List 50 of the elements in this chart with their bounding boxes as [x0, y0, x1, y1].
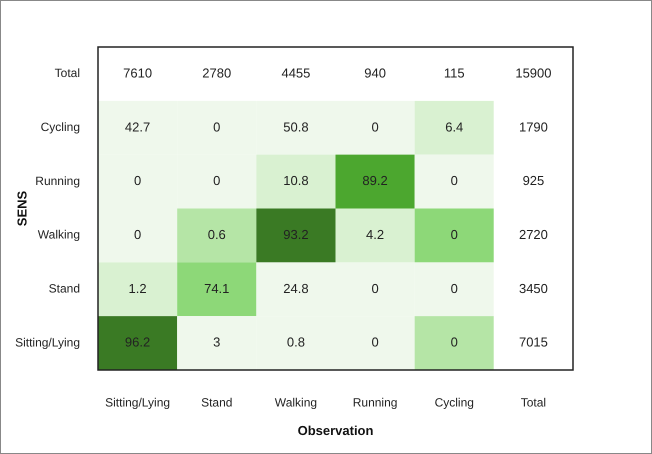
y-tick-label: Running [35, 174, 80, 188]
data-label: 74.1 [204, 280, 230, 296]
data-label: 2720 [518, 226, 548, 242]
data-label: 1.2 [128, 280, 147, 296]
y-tick-label: Sitting/Lying [15, 335, 80, 350]
data-label: 0 [134, 226, 142, 242]
data-label: 1790 [518, 119, 548, 134]
data-label: 925 [522, 173, 544, 188]
x-axis-title: Observation [298, 422, 374, 438]
x-tick-label: Sitting/Lying [105, 396, 170, 410]
data-label: 0 [213, 173, 220, 188]
x-tick-label: Total [520, 396, 546, 410]
data-label: 0.8 [286, 334, 305, 350]
data-label: 50.8 [283, 119, 309, 134]
y-tick-label: Cycling [40, 120, 80, 134]
x-tick-label: Running [352, 396, 398, 410]
data-label: 24.8 [283, 280, 309, 296]
data-label: 7610 [123, 65, 152, 80]
data-label: 4455 [281, 65, 310, 80]
data-label: 0.6 [208, 226, 226, 242]
data-label: 0 [450, 226, 458, 242]
data-label: 940 [364, 65, 386, 80]
data-label: 0 [450, 280, 458, 296]
y-tick-label: Stand [48, 282, 80, 296]
data-label: 115 [444, 65, 465, 80]
data-label: 0 [134, 173, 142, 188]
y-tick-label: Walking [38, 228, 80, 242]
data-label: 0 [371, 280, 379, 296]
data-label: 42.7 [124, 119, 150, 134]
data-label: 3 [213, 334, 220, 350]
data-label: 2780 [202, 65, 232, 80]
data-label: 89.2 [362, 173, 388, 188]
y-tick-label: Total [54, 66, 80, 80]
data-label: 7015 [518, 334, 548, 350]
data-label: 10.8 [283, 173, 309, 188]
data-label: 4.2 [366, 226, 384, 242]
data-label: 15900 [515, 65, 552, 80]
data-label: 0 [213, 119, 220, 134]
x-tick-label: Cycling [434, 396, 474, 410]
data-label: 96.2 [124, 334, 150, 350]
x-tick-label: Walking [274, 396, 318, 410]
data-label: 0 [450, 334, 458, 350]
data-label: 6.4 [445, 119, 464, 134]
x-tick-label: Stand [201, 396, 232, 410]
data-label: 0 [371, 334, 379, 350]
y-axis-title: SENS [14, 190, 30, 226]
data-label: 93.2 [283, 226, 309, 242]
data-label: 0 [450, 173, 458, 188]
data-label: 3450 [518, 280, 548, 296]
data-label: 0 [371, 119, 379, 134]
